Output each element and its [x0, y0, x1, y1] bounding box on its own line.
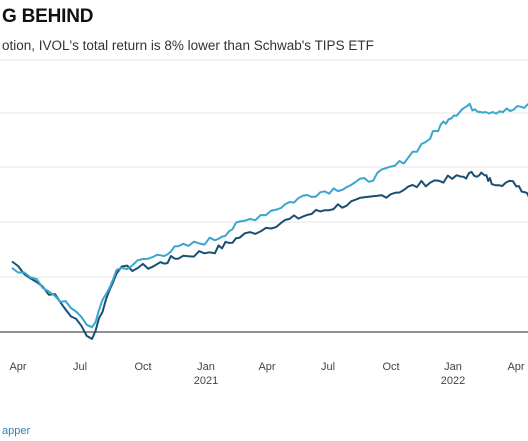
x-tick-label: Jul [321, 361, 335, 373]
chart-title: G BEHIND [2, 6, 94, 27]
series-line-2 [11, 102, 528, 329]
x-tick-label: Oct [134, 361, 151, 373]
x-tick-label: Jan [444, 361, 462, 373]
series-line-1 [11, 170, 528, 340]
x-tick-label: Apr [258, 361, 275, 373]
x-tick-label: Apr [507, 361, 524, 373]
x-year-label: 2021 [194, 375, 218, 387]
x-year-label: 2022 [441, 375, 465, 387]
chart-subtitle: otion, IVOL's total return is 8% lower t… [2, 38, 374, 53]
x-tick-label: Jul [73, 361, 87, 373]
x-tick-label: Jan [197, 361, 215, 373]
x-tick-label: Apr [9, 361, 26, 373]
series-layer [11, 102, 528, 340]
source-credit: apper [2, 425, 31, 437]
line-chart: Apr Jul Oct Jan Apr Jul Oct Jan Apr 2021 2022 [0, 59, 528, 387]
grid-lines [0, 59, 528, 333]
x-axis-ticks: Apr Jul Oct Jan Apr Jul Oct Jan Apr 2021 2022 [9, 361, 524, 387]
x-tick-label: Oct [382, 361, 399, 373]
